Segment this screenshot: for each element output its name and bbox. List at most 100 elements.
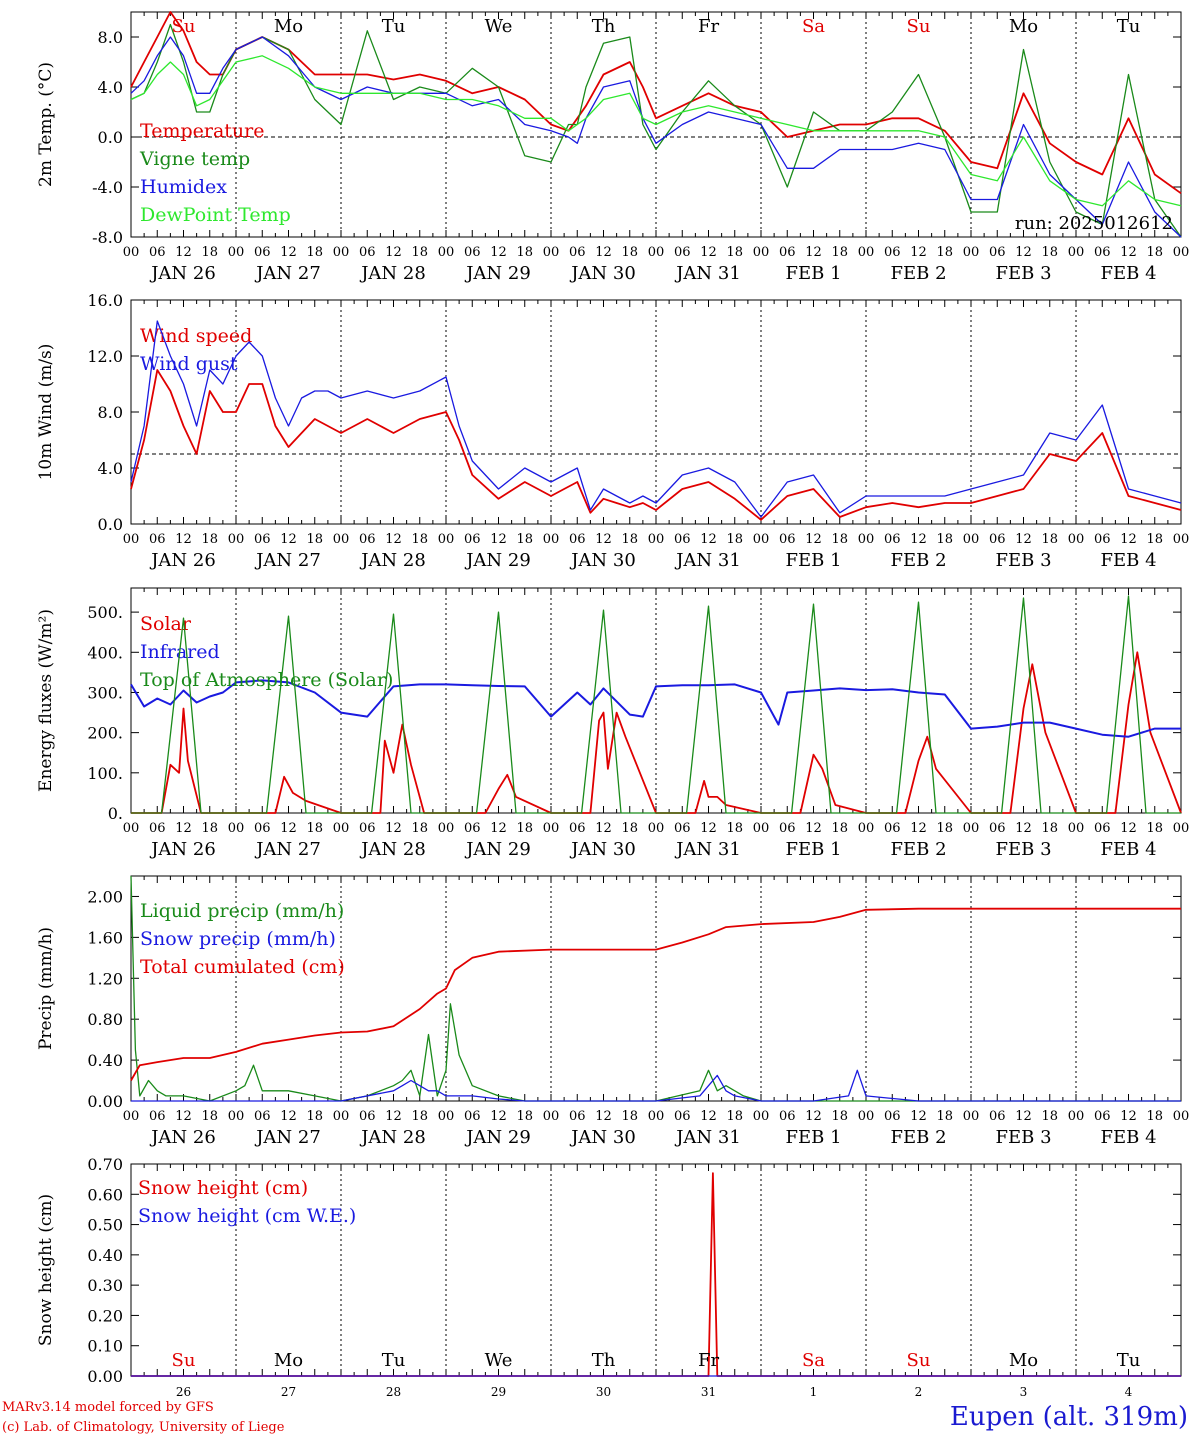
hour-tick-label: 00	[543, 245, 560, 260]
date-label: FEB 2	[890, 1127, 946, 1148]
hour-tick-label: 00	[1173, 821, 1190, 836]
legend-entry: Vigne temp	[139, 148, 250, 170]
hour-tick-label: 12	[805, 245, 822, 260]
y-tick-label: 2.00	[87, 887, 123, 906]
legend-entry: Wind speed	[140, 325, 252, 347]
day-name-label: Su	[172, 16, 196, 37]
day-number-label: 27	[281, 1385, 296, 1399]
y-tick-label: 4.0	[98, 78, 123, 97]
hour-tick-label: 18	[411, 532, 428, 547]
date-label: JAN 26	[149, 263, 216, 284]
hour-tick-label: 00	[648, 532, 665, 547]
hour-tick-label: 06	[569, 245, 586, 260]
date-label: FEB 1	[785, 839, 841, 860]
date-label: FEB 4	[1100, 839, 1156, 860]
y-tick-label: 0.40	[87, 1051, 123, 1070]
hour-tick-label: 18	[726, 532, 743, 547]
day-name-label: Fr	[698, 1350, 719, 1371]
hour-tick-label: 00	[543, 1109, 560, 1124]
hour-tick-label: 00	[123, 245, 140, 260]
y-tick-label: 500.	[87, 603, 123, 622]
hour-tick-label: 18	[516, 1109, 533, 1124]
hour-tick-label: 12	[595, 821, 612, 836]
hour-tick-label: 18	[621, 245, 638, 260]
hour-tick-label: 00	[648, 821, 665, 836]
date-label: FEB 3	[995, 1127, 1051, 1148]
hour-tick-label: 18	[726, 245, 743, 260]
hour-tick-label: 12	[1015, 532, 1032, 547]
hour-tick-label: 18	[306, 532, 323, 547]
day-name-label: Th	[592, 16, 616, 37]
y-tick-label: 200.	[87, 724, 123, 743]
hour-tick-label: 00	[1173, 1109, 1190, 1124]
hour-tick-label: 18	[411, 821, 428, 836]
hour-tick-label: 06	[569, 532, 586, 547]
hour-tick-label: 12	[1120, 245, 1137, 260]
hour-tick-label: 00	[333, 532, 350, 547]
chart-panel-2: 0.0 4.0 8.0 12.0 16.0 10m Wind (m/s) Wind spee…	[36, 291, 1189, 571]
day-number-label: 30	[596, 1385, 611, 1399]
day-number-label: 1	[810, 1385, 818, 1399]
series-line-2	[131, 1069, 1181, 1102]
date-label: JAN 29	[464, 550, 531, 571]
hour-tick-label: 06	[1094, 532, 1111, 547]
hour-tick-label: 00	[543, 821, 560, 836]
y-tick-label: 0.0	[98, 128, 123, 147]
date-label: FEB 1	[785, 550, 841, 571]
hour-tick-label: 18	[1146, 821, 1163, 836]
hour-tick-label: 18	[201, 1109, 218, 1124]
y-tick-label: 300.	[87, 683, 123, 702]
y-tick-label: -8.0	[92, 228, 123, 247]
hour-tick-label: 06	[569, 821, 586, 836]
day-name-label: Fr	[698, 16, 719, 37]
hour-tick-label: 12	[490, 532, 507, 547]
series-line-3	[130, 907, 1181, 1081]
run-label: run: 2025012612	[1015, 213, 1173, 234]
hour-tick-label: 00	[228, 245, 245, 260]
hour-tick-label: 12	[805, 1109, 822, 1124]
y-tick-label: 0.70	[87, 1155, 123, 1174]
hour-tick-label: 12	[385, 1109, 402, 1124]
model-credit: MARv3.14 model forced by GFS	[2, 1400, 214, 1415]
day-number-label: 3	[1020, 1385, 1028, 1399]
hour-tick-label: 18	[831, 821, 848, 836]
day-name-label: Th	[592, 1350, 616, 1371]
hour-tick-label: 00	[753, 532, 770, 547]
y-axis-title: 2m Temp. (°C)	[36, 62, 56, 187]
hour-tick-label: 12	[1015, 821, 1032, 836]
date-label: JAN 31	[674, 1127, 741, 1148]
y-tick-label: 0.60	[87, 1185, 123, 1204]
legend-entry: Solar	[140, 613, 192, 635]
hour-tick-label: 00	[1068, 1109, 1085, 1124]
hour-tick-label: 06	[464, 821, 481, 836]
hour-tick-label: 00	[648, 245, 665, 260]
hour-tick-label: 06	[674, 245, 691, 260]
hour-tick-label: 06	[884, 821, 901, 836]
hour-tick-label: 18	[516, 245, 533, 260]
hour-tick-label: 00	[333, 1109, 350, 1124]
hour-tick-label: 06	[149, 532, 166, 547]
hour-tick-label: 06	[674, 1109, 691, 1124]
y-tick-label: 400.	[87, 643, 123, 662]
hour-tick-label: 00	[858, 245, 875, 260]
date-label: FEB 2	[890, 263, 946, 284]
hour-tick-label: 00	[1068, 532, 1085, 547]
day-name-label: Tu	[382, 16, 406, 37]
y-tick-label: 0.30	[87, 1276, 123, 1295]
hour-tick-label: 12	[280, 1109, 297, 1124]
day-name-label: Su	[172, 1350, 196, 1371]
hour-tick-label: 18	[1146, 245, 1163, 260]
hour-tick-label: 12	[490, 821, 507, 836]
hour-tick-label: 00	[228, 1109, 245, 1124]
date-label: JAN 26	[149, 550, 216, 571]
hour-tick-label: 12	[805, 821, 822, 836]
date-label: JAN 27	[254, 263, 321, 284]
hour-tick-label: 12	[910, 1109, 927, 1124]
hour-tick-label: 06	[149, 245, 166, 260]
y-tick-label: 1.20	[87, 969, 123, 988]
hour-tick-label: 06	[464, 532, 481, 547]
hour-tick-label: 06	[989, 1109, 1006, 1124]
y-axis-title: Precip (mm/h)	[36, 927, 56, 1050]
hour-tick-label: 06	[884, 1109, 901, 1124]
hour-tick-label: 00	[753, 245, 770, 260]
